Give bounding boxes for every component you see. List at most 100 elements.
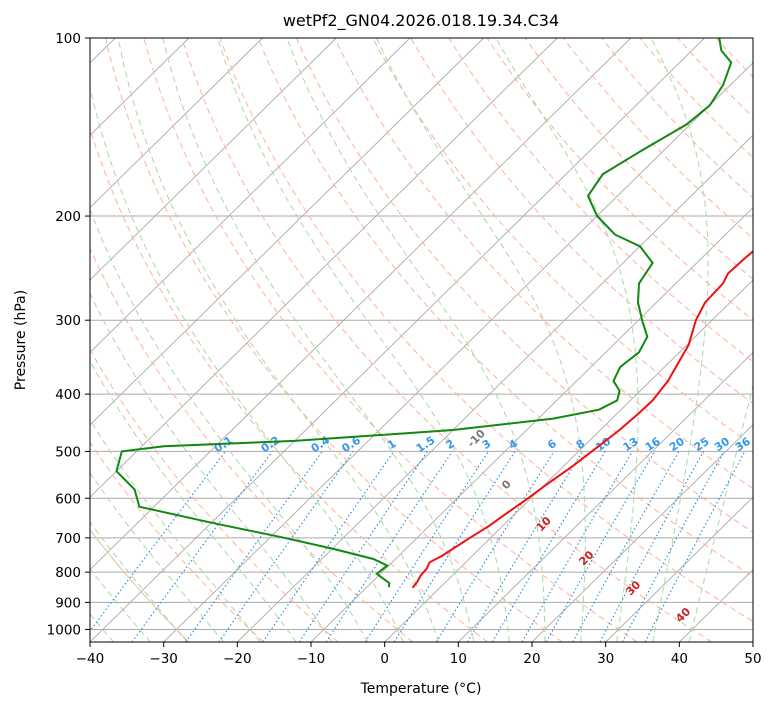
y-tick-label: 400	[55, 387, 81, 403]
y-tick-label: 800	[55, 565, 81, 581]
mixing-ratio-line	[644, 451, 746, 642]
adiabat-label: 0	[499, 477, 514, 492]
moist-adiabat-line	[375, 38, 586, 642]
dry-adiabat-line	[448, 38, 753, 363]
moist-adiabat-line	[90, 472, 225, 642]
x-tick-label: 50	[744, 651, 761, 667]
adiabat-label: 10	[534, 514, 554, 534]
mixing-ratio-label: 1	[385, 437, 399, 452]
mixing-ratio-label: 6	[545, 437, 559, 452]
moist-adiabat-line	[90, 84, 404, 642]
y-tick-label: 300	[55, 313, 81, 329]
y-tick-label: 900	[55, 595, 81, 611]
moist-adiabat-line	[162, 38, 475, 642]
y-tick-label: 500	[55, 444, 81, 460]
x-tick-label: −10	[297, 651, 326, 667]
dry-adiabat-line	[334, 38, 753, 490]
moist-adiabat-line	[90, 521, 188, 642]
isotherm-line	[237, 134, 753, 642]
adiabat-label: 40	[673, 605, 693, 625]
dry-adiabat-line	[257, 38, 753, 578]
moist-adiabat-line	[90, 568, 151, 642]
mixing-ratio-line	[325, 451, 453, 642]
dry-adiabat-line	[486, 38, 753, 321]
y-tick-label: 700	[55, 531, 81, 547]
mixing-ratio-line	[467, 451, 583, 642]
dry-adiabat-line	[90, 127, 488, 642]
mixing-ratio-label: 0.4	[309, 434, 333, 456]
moist-adiabat-line	[90, 207, 369, 642]
mixing-ratio-line	[393, 451, 516, 642]
x-tick-label: −40	[76, 651, 105, 667]
mixing-ratio-line	[545, 451, 656, 642]
dewpoint-profile	[115, 38, 733, 588]
mixing-ratio-line	[185, 451, 323, 642]
y-tick-label: 1000	[47, 622, 81, 638]
dry-adiabat-line	[295, 38, 753, 533]
dry-adiabat-line	[754, 38, 775, 642]
isotherm-line	[90, 38, 263, 209]
y-tick-label: 100	[55, 31, 81, 47]
y-axis-label: Pressure (hPa)	[13, 290, 29, 390]
dry-adiabat-line	[143, 38, 638, 642]
mixing-ratio-line	[491, 451, 606, 642]
isotherm-line	[605, 496, 753, 642]
x-tick-label: 20	[523, 651, 540, 667]
moist-adiabat-line	[117, 38, 439, 642]
moist-adiabat-line	[286, 38, 546, 642]
mixing-ratio-label: 2	[444, 437, 458, 452]
isotherm-line	[90, 38, 705, 642]
dry-adiabat-line	[524, 38, 753, 280]
moist-adiabat-line	[650, 38, 709, 642]
isotherm-line	[163, 62, 753, 642]
moist-adiabat-line	[688, 383, 753, 642]
moist-adiabat-line	[495, 38, 639, 642]
x-tick-label: 30	[597, 651, 614, 667]
mixing-ratio-label: 4	[506, 437, 520, 452]
y-tick-label: 200	[55, 209, 81, 225]
dry-adiabat-line	[90, 441, 264, 642]
axes: −40 −30 −20 −10 0 10 20 30 40 5010009008007006005…	[47, 31, 762, 667]
dry-adiabat-line	[372, 38, 753, 447]
temperature-profile	[411, 250, 753, 589]
isotherm-line	[384, 279, 753, 642]
dry-adiabat-line	[181, 38, 712, 642]
reference-curve	[90, 529, 190, 642]
y-tick-label: 600	[55, 491, 81, 507]
isotherm-line	[679, 568, 753, 642]
dry-adiabat-line	[410, 38, 753, 405]
dry-adiabat-line	[105, 38, 563, 642]
isotherm-line	[458, 351, 753, 642]
isotherm-line	[90, 38, 558, 498]
dry-adiabat-line	[90, 348, 339, 642]
isotherm-line	[90, 38, 337, 281]
dry-adiabat-line	[601, 38, 753, 199]
isotherm-line	[752, 641, 753, 642]
mixing-ratio-line	[131, 451, 273, 642]
mixing-ratio-line	[435, 451, 555, 642]
chart-title: wetPf2_GN04.2026.018.19.34.C34	[283, 11, 559, 31]
mixing-ratio-line	[521, 451, 633, 642]
mixing-ratio-line	[364, 451, 489, 642]
isotherm-line	[310, 206, 753, 642]
x-axis-label: Temperature (°C)	[360, 681, 482, 697]
moist-adiabat-line	[90, 292, 333, 642]
moist-adiabat-line	[90, 419, 261, 642]
x-tick-label: 10	[450, 651, 467, 667]
dry-adiabat-line	[90, 247, 414, 642]
mixing-ratio-line	[572, 451, 680, 642]
moist-adiabat-line	[90, 360, 297, 642]
dry-adiabat-line	[563, 38, 753, 239]
x-tick-label: −30	[149, 651, 178, 667]
dry-adiabat-line	[219, 38, 753, 623]
mixing-ratio-line	[262, 451, 395, 642]
x-tick-label: 40	[671, 651, 688, 667]
x-tick-label: 0	[380, 651, 389, 667]
x-tick-label: −20	[223, 651, 252, 667]
plot-area: 0.1 0.2 0.4 0.6 1 1.5 2 3 4 6 8 10 13 16 20 25 30 36-1001…	[90, 38, 775, 642]
isotherm-line	[90, 38, 632, 571]
mixing-ratio-label: 1.5	[414, 434, 437, 456]
isotherm-line	[90, 38, 484, 426]
dry-adiabat-line	[639, 38, 753, 159]
